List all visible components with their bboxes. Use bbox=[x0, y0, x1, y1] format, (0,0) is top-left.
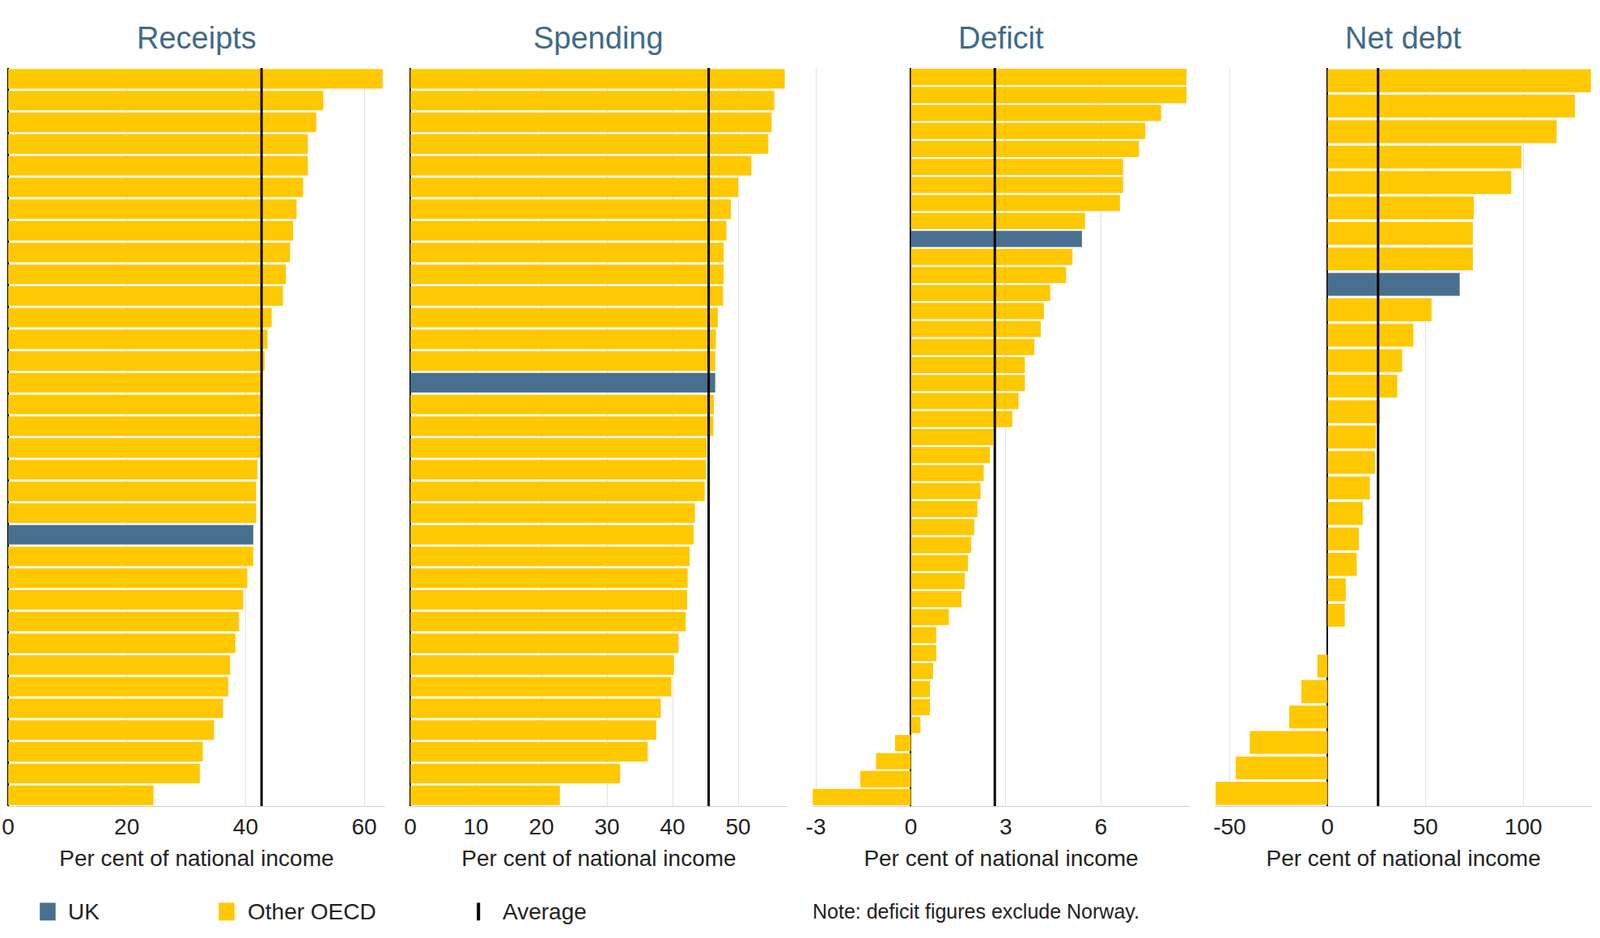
svg-text:Average: Average bbox=[502, 899, 587, 925]
svg-text:10: 10 bbox=[462, 814, 489, 840]
svg-text:Note: deficit figures exclude: Note: deficit figures exclude Norway. bbox=[812, 899, 1140, 923]
svg-text:-50: -50 bbox=[1213, 814, 1246, 840]
svg-text:-3: -3 bbox=[806, 814, 827, 840]
svg-text:Deficit: Deficit bbox=[958, 21, 1045, 56]
svg-text:UK: UK bbox=[67, 899, 100, 925]
svg-text:6: 6 bbox=[1094, 814, 1108, 840]
svg-text:20: 20 bbox=[114, 814, 140, 840]
svg-text:60: 60 bbox=[352, 814, 378, 840]
svg-text:3: 3 bbox=[999, 814, 1013, 840]
svg-text:100: 100 bbox=[1504, 814, 1543, 840]
svg-text:Spending: Spending bbox=[533, 21, 664, 56]
svg-text:20: 20 bbox=[529, 814, 555, 840]
svg-text:Receipts: Receipts bbox=[136, 21, 257, 56]
svg-text:Per cent of national income: Per cent of national income bbox=[59, 845, 334, 871]
svg-text:Per cent of national income: Per cent of national income bbox=[461, 845, 736, 871]
svg-text:Other OECD: Other OECD bbox=[247, 899, 377, 925]
svg-text:Per cent of national income: Per cent of national income bbox=[863, 845, 1138, 871]
svg-text:30: 30 bbox=[594, 814, 620, 840]
svg-text:Net debt: Net debt bbox=[1345, 21, 1462, 56]
svg-text:50: 50 bbox=[725, 814, 752, 840]
svg-text:0: 0 bbox=[1, 814, 15, 840]
svg-text:Per cent of national income: Per cent of national income bbox=[1265, 845, 1541, 871]
svg-text:40: 40 bbox=[233, 814, 259, 840]
svg-text:0: 0 bbox=[403, 814, 417, 840]
svg-text:40: 40 bbox=[660, 814, 686, 840]
svg-text:50: 50 bbox=[1413, 814, 1439, 840]
svg-text:0: 0 bbox=[1321, 814, 1335, 840]
svg-text:0: 0 bbox=[904, 814, 918, 840]
